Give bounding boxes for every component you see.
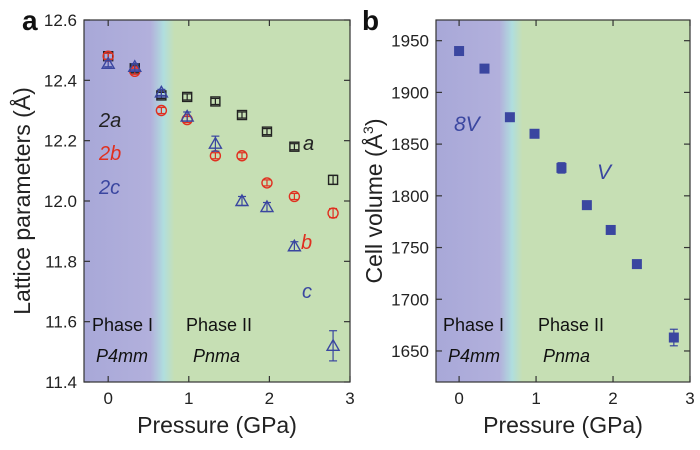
panel-a-label: a [22,5,38,36]
y-tick-label: 1900 [391,83,429,102]
panel-a-frame [83,19,351,383]
data-point-8v [504,112,515,123]
data-point-2a [327,174,339,186]
x-tick-label: 0 [103,389,112,408]
data-point-2a [210,96,221,107]
y-tick-label: 12.0 [44,192,77,211]
data-point-2c [287,238,302,252]
data-point-8v [556,162,567,173]
data-point-2a [261,126,273,137]
data-point-2a [181,91,193,103]
curve-label-a: a [303,133,314,155]
data-point-2c [234,193,250,207]
panel-b-phase-2-label: Phase II [538,315,604,335]
data-point-2c [100,56,116,69]
x-tick-label: 1 [531,389,540,408]
x-tick-label: 1 [184,389,193,408]
curve-label-b: b [301,232,312,254]
y-tick-label: 12.4 [44,71,77,90]
y-tick-label: 1850 [391,135,429,154]
y-tick-label: 1950 [391,32,429,51]
x-tick-label: 0 [454,389,463,408]
data-point-2c [179,109,195,122]
panel-b-phase-1-label: Phase I [443,315,504,335]
panel-a-y-axis-label: Lattice parameters (Å) [8,87,35,315]
legend-2a: 2a [98,110,121,132]
data-point-2c [154,84,169,98]
panel-b: b 0 1 2 3 1650 1700 1750 1800 1850 1900 1950 Press… [360,5,695,438]
data-point-8v [631,259,642,270]
y-tick-label: 11.6 [45,313,77,332]
data-point-2a [236,109,248,121]
panel-b-frame [435,19,691,383]
y-tick-label: 11.4 [45,373,77,392]
data-point-2a [289,141,300,152]
curve-label-v: V [597,161,613,184]
data-point-2b [155,104,168,117]
panel-a-phase-1-space-group: P4mm [96,346,148,366]
x-tick-label: 3 [685,389,694,408]
data-point-8v [529,128,540,139]
data-point-2b [236,150,248,162]
data-point-8v [581,200,592,211]
legend-2b: 2b [98,143,121,165]
y-tick-label: 12.6 [44,11,77,30]
panel-b-phase-background [436,20,690,382]
panel-b-phase-2-space-group: Pnma [543,346,590,366]
data-point-2c [127,59,142,72]
x-tick-label: 3 [345,389,354,408]
y-tick-label: 11.8 [45,252,77,271]
y-tick-label: 1700 [391,290,429,309]
data-point-8v [479,63,490,74]
data-point-2b [261,177,273,189]
data-point-8v [668,332,679,343]
panel-a-phase-1-label: Phase I [92,315,153,335]
panel-a-x-axis-label: Pressure (GPa) [137,412,297,438]
y-tick-label: 1650 [391,342,429,361]
panel-b-y-axis-label: Cell volume (Å3) [360,118,387,283]
data-point-8v [605,224,616,235]
legend-8v: 8V [454,113,482,136]
panel-a: a 0 1 2 3 11.4 11.6 11.8 12.0 12.2 12.4 12.6 Press… [8,5,355,438]
data-point-2c [259,199,275,213]
panel-a-phase-background [84,20,350,382]
y-tick-label: 1750 [391,239,429,258]
panel-b-label: b [362,5,379,36]
legend-2c: 2c [98,177,120,199]
y-tick-label: 1800 [391,187,429,206]
x-tick-label: 2 [608,389,617,408]
panel-a-phase-2-space-group: Pnma [193,346,240,366]
panel-a-phase-2-label: Phase II [186,315,252,335]
x-tick-label: 2 [265,389,274,408]
data-point-2c [325,338,341,351]
curve-label-c: c [302,281,312,303]
data-point-2c [208,136,223,149]
panel-b-x-axis-label: Pressure (GPa) [483,412,643,438]
panel-b-phase-1-space-group: P4mm [448,346,500,366]
data-point-2b [327,207,339,219]
data-point-8v [454,46,465,57]
y-tick-label: 12.2 [44,132,77,151]
data-point-2b [288,190,301,203]
